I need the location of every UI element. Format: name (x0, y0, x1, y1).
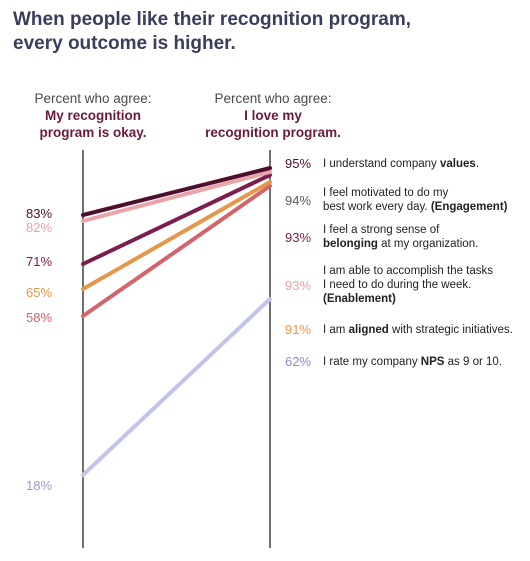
statement-item-4: 91% I am aligned with strategic initiativ… (285, 322, 513, 337)
statement-text-5: I rate my company NPS as 9 or 10. (323, 355, 502, 368)
statement-text-1: I feel motivated to do my best work every… (323, 187, 508, 213)
statement-item-3: 93% I am able to accomplish the tasks I ne… (285, 264, 493, 306)
left-value-label-2: 71% (26, 254, 53, 269)
statement-item-1: 94% I feel motivated to do my best work ev… (285, 186, 507, 214)
statement-text-2: I feel a strong sense of belonging at my … (323, 224, 479, 250)
series-line-1 (81, 170, 272, 223)
statement-item-5: 62% I rate my company NPS as 9 or 10. (285, 354, 502, 369)
left-header-strong-1: My recognition (44, 108, 141, 123)
series-line-3 (81, 180, 272, 291)
right-value-label-0: 95% (285, 156, 312, 171)
statement-text-0: I understand company values. (323, 157, 480, 170)
left-value-label-3: 65% (26, 285, 53, 300)
series-lines (81, 166, 272, 477)
series-line-5 (81, 297, 272, 477)
left-column-header: Percent who agree: My recognition progra… (18, 90, 168, 141)
chart-title: When people like their recognition progr… (13, 8, 513, 56)
right-value-label-3: 93% (285, 277, 312, 293)
right-column-header: Percent who agree: I love my recognition… (190, 90, 356, 141)
chart-title-line-2: every outcome is higher. (13, 33, 236, 54)
left-header-sub: Percent who agree: (34, 91, 152, 106)
left-header-strong-2: program is okay. (39, 125, 147, 140)
right-header-sub: Percent who agree: (214, 91, 332, 106)
chart-title-line-1: When people like their recognition progr… (13, 9, 411, 30)
left-value-label-0: 83% (26, 206, 53, 221)
series-line-2 (81, 173, 272, 266)
series-line-4 (81, 184, 272, 318)
right-value-label-5: 62% (285, 354, 312, 369)
statement-text-3: I am able to accomplish the tasks I need … (323, 265, 494, 305)
right-value-label-1: 94% (285, 192, 312, 208)
left-value-label-5: 18% (26, 478, 53, 493)
statement-text-4: I am aligned with strategic initiatives. (323, 323, 513, 336)
right-value-label-4: 91% (285, 322, 312, 337)
right-value-label-2: 93% (285, 229, 312, 245)
statement-item-0: 95% I understand company values. (285, 156, 479, 171)
left-value-label-4: 58% (26, 310, 53, 325)
left-value-label-1: 82% (26, 220, 53, 235)
right-header-strong-2: recognition program. (205, 125, 341, 140)
statement-item-2: 93% I feel a strong sense of belonging at … (285, 223, 478, 251)
series-line-0 (81, 166, 272, 217)
right-header-strong-1: I love my (244, 108, 302, 123)
